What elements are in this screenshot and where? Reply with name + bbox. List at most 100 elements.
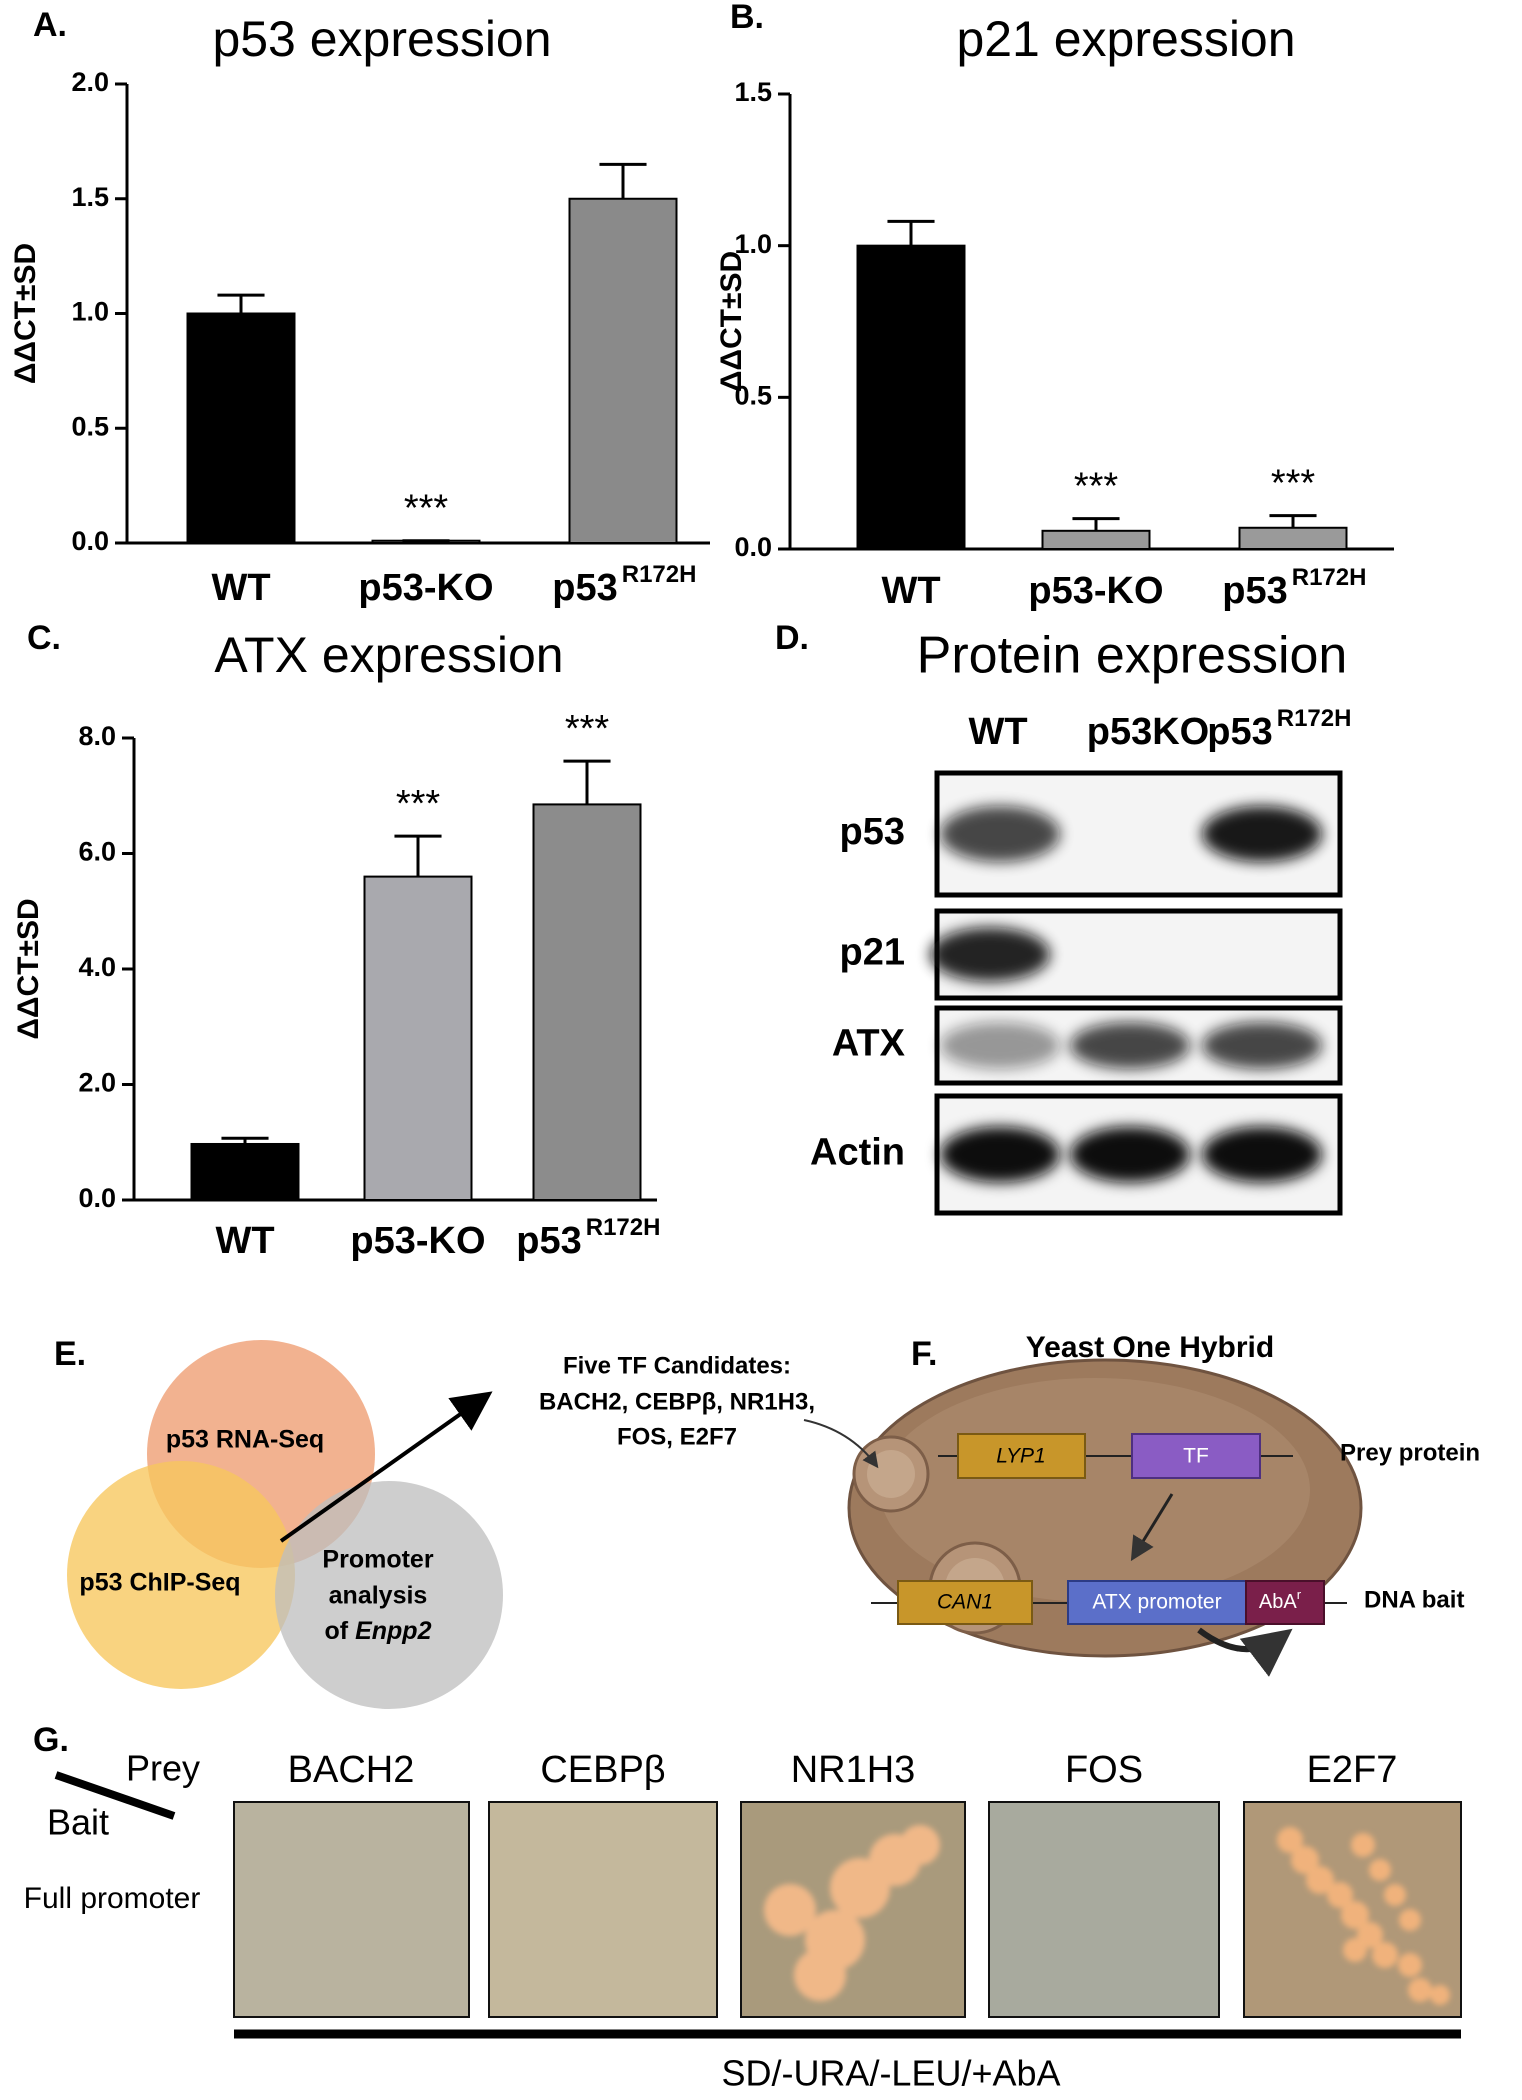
plate	[988, 1801, 1220, 2018]
y-tick-label: 1.0	[734, 229, 772, 259]
arrow	[1197, 1627, 1293, 1677]
x-tick-label: p53	[1222, 570, 1287, 612]
plate-label: E2F7	[1307, 1749, 1398, 1791]
venn-label: p53 ChIP-Seq	[79, 1569, 240, 1597]
y-tick-label: 0.0	[71, 526, 109, 556]
significance: ***	[1074, 466, 1119, 508]
venn-label: analysis	[329, 1582, 428, 1610]
venn-circle	[275, 1481, 503, 1709]
colonies	[764, 1825, 940, 2001]
reporter-label: AbAr	[1259, 1587, 1302, 1613]
significance: ***	[565, 708, 610, 750]
significance: ***	[404, 488, 449, 530]
tf-label: TF	[1183, 1445, 1209, 1468]
gene-box	[897, 1580, 1033, 1625]
gene-label: LYP1	[996, 1445, 1045, 1468]
panel-label: E.	[54, 1335, 86, 1373]
x-tick-label: p53-KO	[350, 1220, 485, 1262]
venn-label: p53 RNA-Seq	[166, 1426, 324, 1454]
x-tick-label: WT	[211, 567, 270, 609]
chart-title: ATX expression	[214, 627, 563, 683]
band	[940, 1022, 1060, 1069]
panel-label: C.	[27, 619, 61, 657]
plate-labels: BACH2 CEBPβ NR1H3 FOS E2F7	[288, 1749, 1398, 1791]
band	[1070, 1022, 1190, 1069]
x-tick-label: p53-KO	[358, 567, 493, 609]
lane-label: p53KO	[1087, 711, 1209, 753]
lane-label: WT	[968, 711, 1027, 753]
panel-label: G.	[33, 1721, 69, 1759]
superscript: R172H	[622, 561, 697, 588]
plate-label: FOS	[1065, 1749, 1143, 1791]
x-tick-label: WT	[215, 1220, 274, 1262]
row-label: p21	[840, 932, 905, 974]
bar	[363, 875, 473, 1201]
band	[1202, 1022, 1322, 1069]
row-label: p53	[840, 811, 905, 853]
row-label: Actin	[810, 1132, 905, 1174]
x-tick-label: p53-KO	[1028, 570, 1163, 612]
vacuole	[867, 1450, 915, 1498]
venn-circle	[67, 1461, 295, 1689]
y-axis-label: ΔΔCT±SD	[715, 251, 748, 392]
bait-label: DNA bait	[1364, 1586, 1464, 1613]
chart-title: p21 expression	[956, 11, 1295, 67]
medium-label: SD/-URA/-LEU/+AbA	[721, 2053, 1060, 2094]
prey-label: Prey protein	[1340, 1439, 1480, 1466]
bar	[856, 244, 966, 551]
y-tick-label: 1.0	[71, 297, 109, 327]
bait-header: Bait	[47, 1802, 109, 1843]
bar	[186, 312, 296, 544]
plate	[233, 1801, 470, 2018]
prey-header: Prey	[126, 1748, 200, 1789]
colonies	[1277, 1827, 1450, 2005]
gene-box	[957, 1433, 1086, 1479]
row-label: ATX	[832, 1023, 906, 1065]
lane-label: p53	[1207, 711, 1272, 753]
panel-label: B.	[730, 0, 764, 36]
plate-label: CEBPβ	[540, 1749, 665, 1791]
band	[940, 1126, 1060, 1183]
gene-label: CAN1	[937, 1591, 993, 1614]
arrow	[1130, 1493, 1174, 1562]
band	[940, 806, 1060, 862]
venn-label: of Enpp2	[324, 1617, 431, 1645]
y-tick-label: 0.5	[734, 380, 772, 410]
band	[1070, 1126, 1190, 1183]
y-tick-label: 4.0	[78, 952, 116, 982]
plate	[488, 1801, 718, 2018]
significance: ***	[1271, 463, 1316, 505]
chart-title: p53 expression	[212, 11, 551, 67]
y-tick-label: 1.5	[734, 77, 772, 107]
candidates-heading: Five TF Candidates:	[563, 1352, 791, 1379]
promoter-label: ATX promoter	[1092, 1591, 1221, 1614]
bar	[190, 1142, 300, 1202]
y-tick-label: 0.0	[78, 1183, 116, 1213]
y-tick-label: 0.5	[71, 411, 109, 441]
panel-label: F.	[911, 1335, 937, 1373]
bar	[1041, 529, 1151, 550]
x-tick-label: p53	[516, 1220, 581, 1262]
bar	[568, 197, 678, 544]
y-tick-label: 8.0	[78, 721, 116, 751]
band	[1202, 1126, 1322, 1183]
superscript: R172H	[1277, 705, 1352, 732]
bar	[532, 803, 642, 1201]
superscript: R172H	[586, 1214, 661, 1241]
band	[1202, 806, 1322, 862]
superscript: R172H	[1292, 564, 1367, 591]
y-tick-label: 6.0	[78, 837, 116, 867]
significance: ***	[396, 783, 441, 825]
arrow	[803, 1419, 879, 1469]
x-tick-label: WT	[881, 570, 940, 612]
y-tick-label: 2.0	[71, 67, 109, 97]
candidates: FOS, E2F7	[617, 1423, 737, 1450]
band	[930, 927, 1050, 982]
tf-box	[1131, 1433, 1261, 1479]
y-tick-label: 0.0	[734, 532, 772, 562]
y-axis-label: ΔΔCT±SD	[9, 243, 42, 384]
panel-title: Protein expression	[917, 627, 1348, 685]
